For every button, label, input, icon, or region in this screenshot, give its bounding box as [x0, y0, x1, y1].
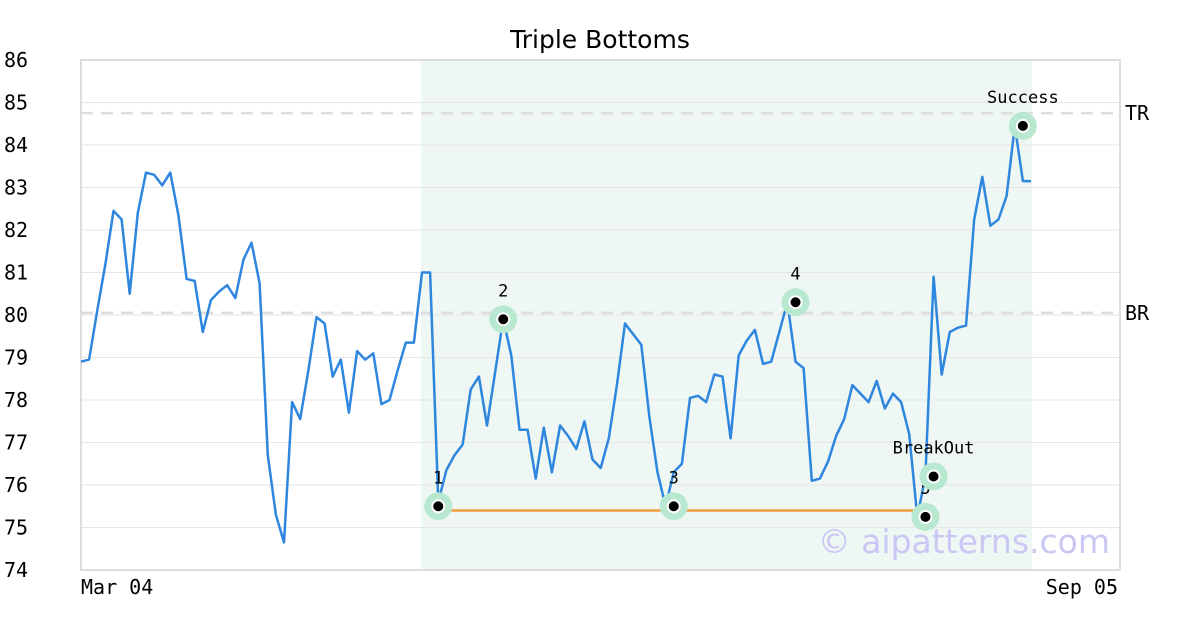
y-tick-label: 83 — [4, 176, 28, 200]
marker-dot — [496, 312, 511, 327]
level-label: TR — [1125, 101, 1150, 125]
y-tick-label: 75 — [4, 516, 28, 540]
y-tick-label: 86 — [4, 48, 28, 72]
y-tick-label: 81 — [4, 261, 28, 285]
marker-breakout: BreakOut — [893, 439, 975, 491]
y-tick-label: 80 — [4, 303, 28, 327]
y-tick-label: 76 — [4, 473, 28, 497]
level-label: BR — [1125, 301, 1150, 325]
y-tick-label: 85 — [4, 91, 28, 115]
marker-5: 5 — [911, 479, 940, 531]
marker-dot — [918, 509, 933, 524]
marker-label: 4 — [790, 264, 800, 284]
plot-frame — [80, 59, 1121, 571]
marker-3: 3 — [659, 468, 688, 521]
pattern-markers: 1 2 3 4 5 BreakOut Success — [424, 88, 1059, 531]
level-lines: TR BR — [81, 101, 1150, 325]
marker-1: 1 — [424, 468, 453, 521]
y-tick-label: 74 — [4, 558, 28, 582]
marker-label: BreakOut — [893, 439, 975, 459]
marker-label: 3 — [669, 468, 679, 488]
marker-dot — [666, 499, 681, 514]
marker-dot — [1015, 118, 1030, 133]
marker-dot — [926, 469, 941, 484]
marker-dot — [431, 499, 446, 514]
marker-success: Success — [987, 88, 1059, 140]
x-tick-end: Sep 05 — [1046, 575, 1118, 599]
y-axis-ticks: 74 75 76 77 78 79 80 81 82 83 84 85 86 — [4, 48, 28, 582]
y-tick-label: 77 — [4, 431, 28, 455]
price-line — [80, 124, 1031, 544]
chart-title: Triple Bottoms — [509, 25, 690, 54]
watermark: © aipatterns.com — [818, 522, 1110, 561]
x-tick-start: Mar 04 — [81, 575, 153, 599]
marker-dot — [788, 295, 803, 310]
y-tick-label: 82 — [4, 218, 28, 242]
marker-label: 1 — [433, 468, 443, 488]
gridlines — [81, 102, 1120, 528]
marker-label: 5 — [920, 479, 930, 499]
y-tick-label: 78 — [4, 388, 28, 412]
y-tick-label: 79 — [4, 346, 28, 370]
marker-2: 2 — [489, 281, 518, 334]
marker-4: 4 — [781, 264, 810, 317]
y-tick-label: 84 — [4, 133, 28, 157]
marker-label: Success — [987, 88, 1059, 108]
marker-label: 2 — [498, 281, 508, 301]
